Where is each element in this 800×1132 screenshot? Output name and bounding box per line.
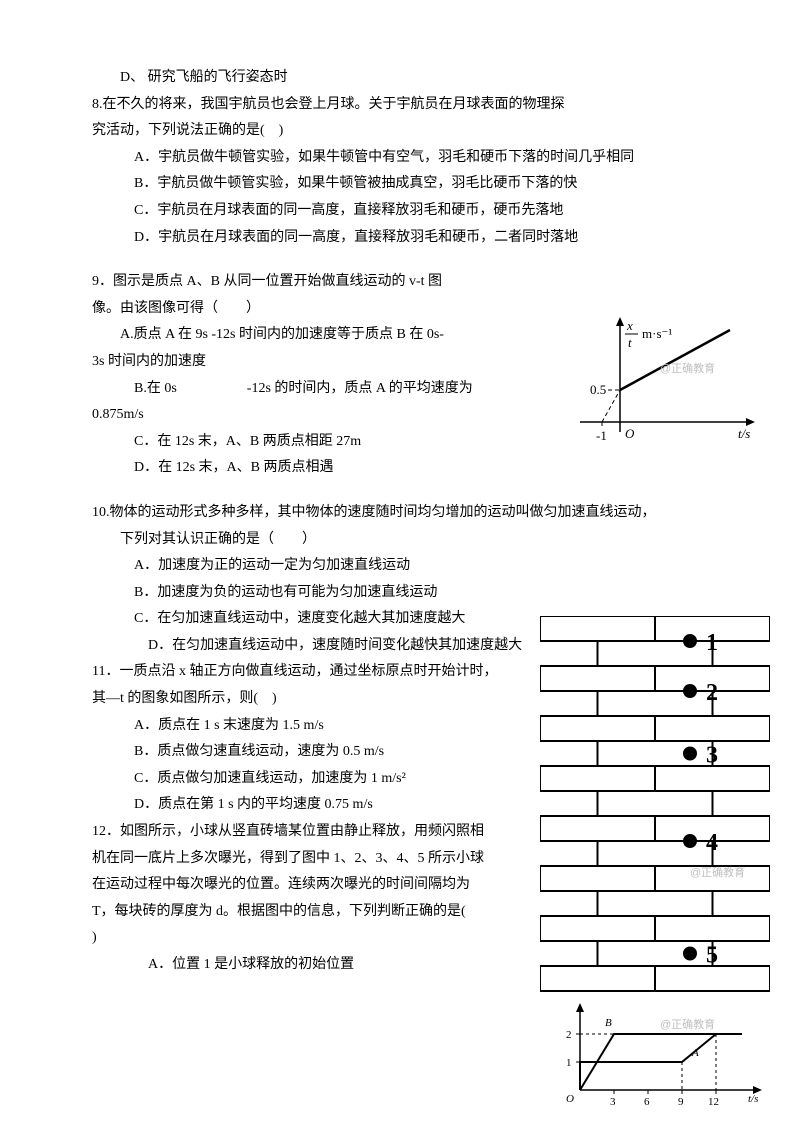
q7-option-d: D、 研究飞船的飞行姿态时: [92, 65, 722, 92]
q10-option-a: A．加速度为正的运动一定为匀加速直线运动: [92, 553, 722, 580]
svg-text:6: 6: [644, 1096, 650, 1108]
figure-vt-graph: 1 2 3 6 9 12 O B A t/s @正确教育: [552, 998, 768, 1108]
q10-stem-1: 10.物体的运动形式多种多样，其中物体的速度随时间均匀增加的运动叫做匀加速直线运…: [92, 500, 722, 527]
svg-text:5: 5: [706, 943, 718, 969]
svg-text:12: 12: [708, 1096, 719, 1108]
q8-stem-1: 8.在不久的将来，我国宇航员也会登上月球。关于宇航员在月球表面的物理探: [92, 92, 722, 119]
q8-option-a: A．宇航员做牛顿管实验，如果牛顿管中有空气，羽毛和硬币下落的时间几乎相同: [92, 145, 722, 172]
svg-text:@正确教育: @正确教育: [690, 865, 745, 879]
svg-text:B: B: [605, 1017, 612, 1029]
q10-stem-2: 下列对其认识正确的是（ ）: [92, 527, 722, 554]
svg-text:9: 9: [678, 1096, 684, 1108]
svg-text:3: 3: [610, 1096, 616, 1108]
svg-text:t/s: t/s: [738, 426, 750, 441]
svg-text:O: O: [566, 1093, 574, 1105]
q9-stem-1: 9．图示是质点 A、B 从同一位置开始做直线运动的 v-t 图: [92, 269, 722, 296]
svg-text:x: x: [626, 318, 633, 333]
svg-text:1: 1: [566, 1057, 572, 1069]
svg-text:@正确教育: @正确教育: [660, 361, 715, 375]
svg-text:t/s: t/s: [748, 1093, 758, 1105]
svg-text:A: A: [691, 1047, 699, 1059]
svg-text:-1: -1: [596, 428, 607, 443]
q8-option-b: B．宇航员做牛顿管实验，如果牛顿管被抽成真空，羽毛比硬币下落的快: [92, 171, 722, 198]
svg-text:1: 1: [706, 630, 718, 656]
svg-text:m·s⁻¹: m·s⁻¹: [642, 326, 672, 341]
svg-text:2: 2: [566, 1029, 572, 1041]
svg-text:2: 2: [706, 680, 718, 706]
figure-brick-drop: 1 2 3 4 5 @正确教育: [540, 616, 770, 996]
svg-text:t: t: [628, 335, 632, 350]
svg-text:4: 4: [706, 830, 718, 856]
svg-text:@正确教育: @正确教育: [660, 1017, 715, 1031]
svg-text:O: O: [625, 426, 635, 441]
figure-xovert-graph: -1 O 0.5 x t m·s⁻¹ t/s @正确教育: [560, 312, 760, 462]
svg-text:0.5: 0.5: [590, 382, 606, 397]
q8-option-d: D．宇航员在月球表面的同一高度，直接释放羽毛和硬币，二者同时落地: [92, 225, 722, 252]
svg-text:3: 3: [706, 743, 718, 769]
q8-stem-2: 究活动，下列说法正确的是( ): [92, 118, 722, 145]
q10-option-b: B．加速度为负的运动也有可能为匀加速直线运动: [92, 580, 722, 607]
q8-option-c: C．宇航员在月球表面的同一高度，直接释放羽毛和硬币，硬币先落地: [92, 198, 722, 225]
